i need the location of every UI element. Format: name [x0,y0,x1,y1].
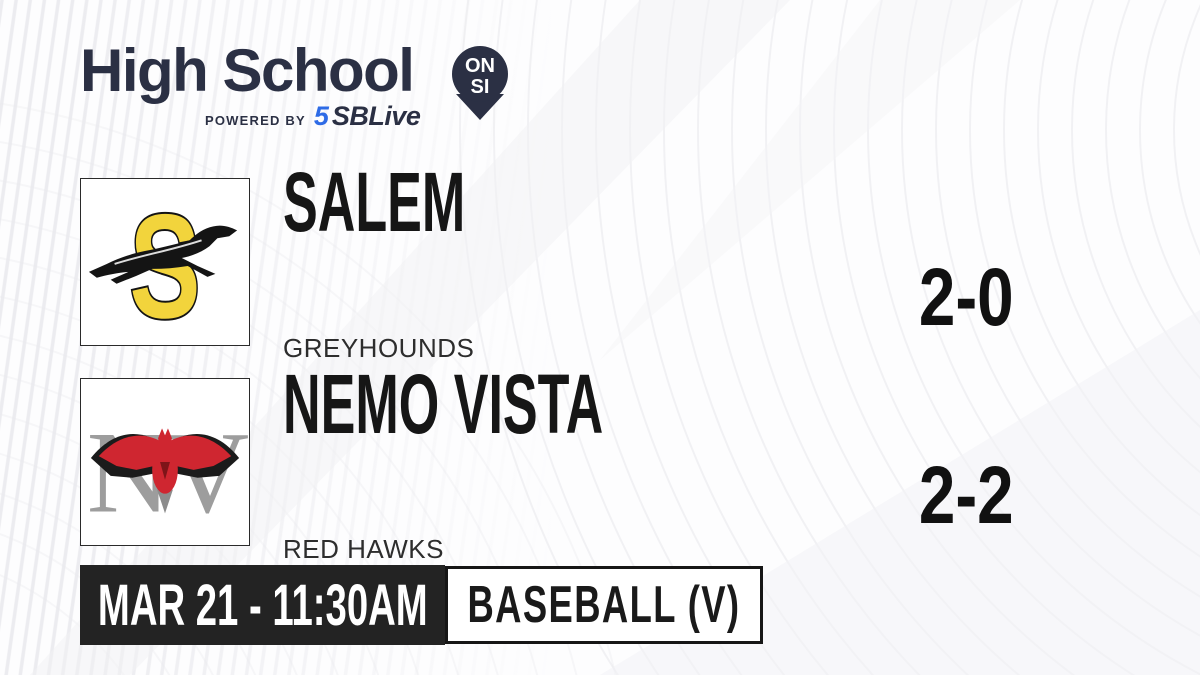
on-si-pin-icon: ON SI [452,46,508,120]
nemo-vista-red-hawks-logo-icon: NV [87,408,249,537]
team-mascot: GREYHOUNDS [283,333,475,363]
team-record: 2-0 [918,251,1014,343]
team-name: SALEM [283,155,466,249]
powered-by-label: POWERED BY [205,113,306,128]
team-record: 2-2 [918,449,1014,541]
sblive-bolt-icon: 5 [313,101,329,131]
greyhound-icon [88,225,238,284]
brand-wordmark: High School [80,37,415,104]
event-datetime-box: MAR 21 - 11:30AM [80,565,445,645]
powered-by-row: POWERED BY 5 SBLive [205,101,421,132]
sport-label: BASEBALL (V) [467,576,741,634]
sport-box: BASEBALL (V) [445,566,763,644]
salem-greyhounds-logo-icon: S [88,183,238,345]
pin-text-si: SI [471,76,490,98]
red-hawk-icon [90,428,240,514]
team-name: NEMO VISTA [283,357,604,451]
pin-text-on: ON [465,55,495,77]
team-logo-box-salem: S [80,178,250,346]
team-logo-box-nemo-vista: NV [80,378,250,546]
event-datetime: MAR 21 - 11:30AM [97,572,428,638]
team-mascot: RED HAWKS [283,534,444,564]
sblive-wordmark: SBLive [331,101,421,131]
